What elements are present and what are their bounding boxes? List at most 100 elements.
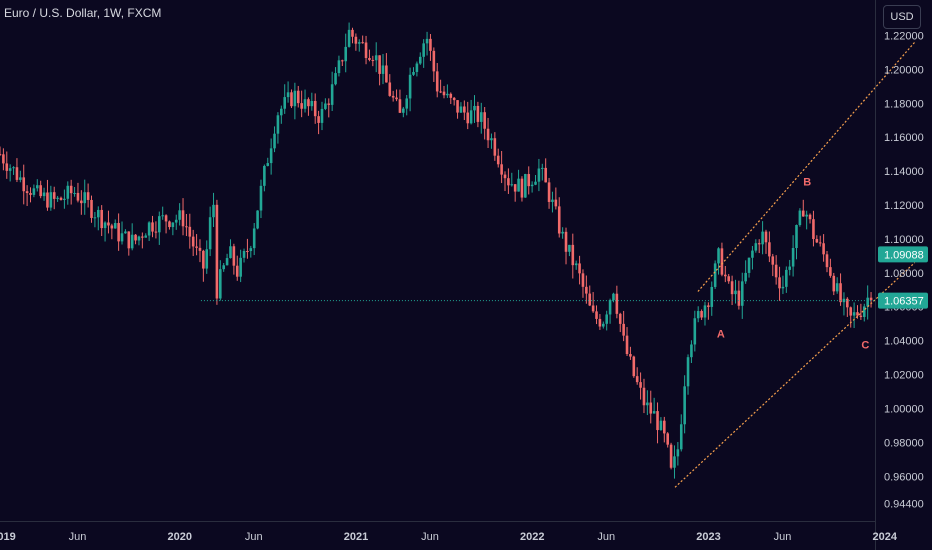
candle-body <box>537 168 541 182</box>
candle-body <box>429 38 432 51</box>
candle-body <box>812 219 815 240</box>
currency-button[interactable]: USD <box>883 5 921 29</box>
candle-body <box>93 217 97 219</box>
candle-body <box>530 184 534 187</box>
candle-body <box>222 265 225 270</box>
candle-body <box>835 283 839 292</box>
candle-body <box>188 226 192 237</box>
candle-body <box>0 154 2 156</box>
candle-body <box>585 286 588 294</box>
candle-body <box>341 60 344 62</box>
candle-body <box>354 36 358 44</box>
candle-body <box>32 188 36 195</box>
candle-body <box>191 236 195 247</box>
candle-body <box>595 311 598 319</box>
candle-body <box>700 311 703 318</box>
candle-body <box>402 108 405 113</box>
candle-body <box>568 244 571 252</box>
candle-body <box>459 106 463 113</box>
candle-body <box>730 281 734 295</box>
candle-body <box>473 105 476 111</box>
candle-body <box>778 277 781 289</box>
candle-body <box>571 244 575 266</box>
candle-body <box>398 99 402 113</box>
candle-body <box>225 258 229 266</box>
candle-body <box>303 99 307 109</box>
candle-body <box>788 266 792 270</box>
candle-body <box>422 43 425 57</box>
candle-body <box>107 222 110 226</box>
time-tick-label: Jun <box>597 531 615 543</box>
wave-label-b: B <box>803 177 811 189</box>
candle-body <box>805 214 808 217</box>
candle-body <box>283 97 287 109</box>
candle-body <box>205 249 209 269</box>
candle-body <box>476 105 480 122</box>
candle-body <box>635 376 639 383</box>
candle-body <box>761 231 764 245</box>
candle-body <box>215 204 219 299</box>
candle-body <box>581 273 585 287</box>
candle-body <box>862 306 866 317</box>
candle-body <box>157 216 161 233</box>
channel-lower-line[interactable] <box>674 262 916 488</box>
candle-body <box>395 97 398 100</box>
candle-body <box>859 315 863 317</box>
candle-body <box>781 286 785 289</box>
candle-body <box>300 103 303 109</box>
candle-body <box>642 387 646 406</box>
candle-body <box>608 300 612 315</box>
price-axis[interactable]: 1.22000 1.20000 1.18000 1.16000 1.14000 1.120… <box>884 30 924 510</box>
candle-body <box>646 402 649 406</box>
candle-body <box>734 290 737 295</box>
candle-body <box>269 148 273 164</box>
candle-body <box>435 71 439 92</box>
price-tick-label: 1.02000 <box>884 370 924 382</box>
candle-body <box>198 247 202 251</box>
candle-body <box>161 215 164 217</box>
candle-body <box>357 42 361 44</box>
candle-body <box>276 115 280 134</box>
price-tick-label: 1.04000 <box>884 336 924 348</box>
overlays-layer: A B C <box>200 41 916 488</box>
candle-body <box>96 209 100 218</box>
time-tick-label: 2022 <box>520 531 544 543</box>
channel-upper-line[interactable] <box>697 41 916 292</box>
candle-body <box>219 269 222 299</box>
candle-body <box>785 269 788 287</box>
price-tick-label: 1.12000 <box>884 200 924 212</box>
candle-body <box>540 167 544 169</box>
level-price-tag: 1.06357 <box>884 296 924 308</box>
candle-body <box>320 108 324 123</box>
candle-body <box>466 112 470 124</box>
candle-body <box>418 56 422 64</box>
candle-body <box>208 217 212 250</box>
candle-body <box>456 100 459 113</box>
candle-body <box>113 223 117 229</box>
candle-body <box>615 293 619 314</box>
candle-body <box>439 91 442 93</box>
candle-body <box>235 265 239 277</box>
candle-body <box>242 251 246 258</box>
time-axis[interactable]: 2019 Jun 2020 Jun 2021 Jun 2022 Jun 2023 Jun 2024 <box>0 531 898 543</box>
candle-body <box>90 199 93 218</box>
candle-body <box>425 38 429 44</box>
candle-body <box>76 192 80 201</box>
candle-body <box>351 29 354 37</box>
candle-body <box>632 356 636 377</box>
last-price-tag-bg <box>878 246 928 263</box>
candle-body <box>544 167 547 183</box>
candle-body <box>815 239 819 243</box>
candle-body <box>557 206 561 234</box>
candle-body <box>313 100 317 117</box>
candle-body <box>317 116 320 123</box>
candle-body <box>483 112 486 129</box>
candle-body <box>63 198 66 200</box>
candle-body <box>151 222 154 232</box>
candle-body <box>2 154 5 164</box>
candle-body <box>764 231 768 243</box>
candle-body <box>686 357 690 387</box>
candle-body <box>252 228 256 249</box>
